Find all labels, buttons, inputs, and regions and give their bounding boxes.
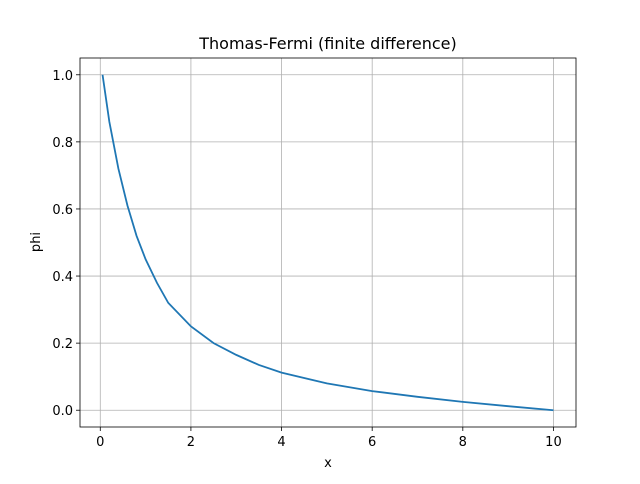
x-tick-label: 4 [277, 435, 285, 450]
x-tick-label: 6 [368, 435, 376, 450]
y-tick-label: 0.6 [52, 203, 73, 218]
data-line [101, 74, 554, 412]
x-tick-label: 0 [96, 435, 104, 450]
y-axis-label: phi [29, 232, 44, 252]
y-tick-label: 0.2 [52, 337, 73, 352]
x-tick-label: 8 [459, 435, 467, 450]
y-tick-label: 0.8 [52, 136, 73, 151]
y-tick-label: 1.0 [52, 69, 73, 84]
y-tick-label: 0.4 [52, 270, 73, 285]
x-axis-label: x [324, 456, 332, 471]
x-tick-label: 2 [187, 435, 195, 450]
chart-title: Thomas-Fermi (finite difference) [198, 34, 456, 53]
plot-frame [79, 57, 577, 428]
y-tick-label: 0.0 [52, 404, 73, 419]
x-tick-label: 10 [545, 435, 562, 450]
